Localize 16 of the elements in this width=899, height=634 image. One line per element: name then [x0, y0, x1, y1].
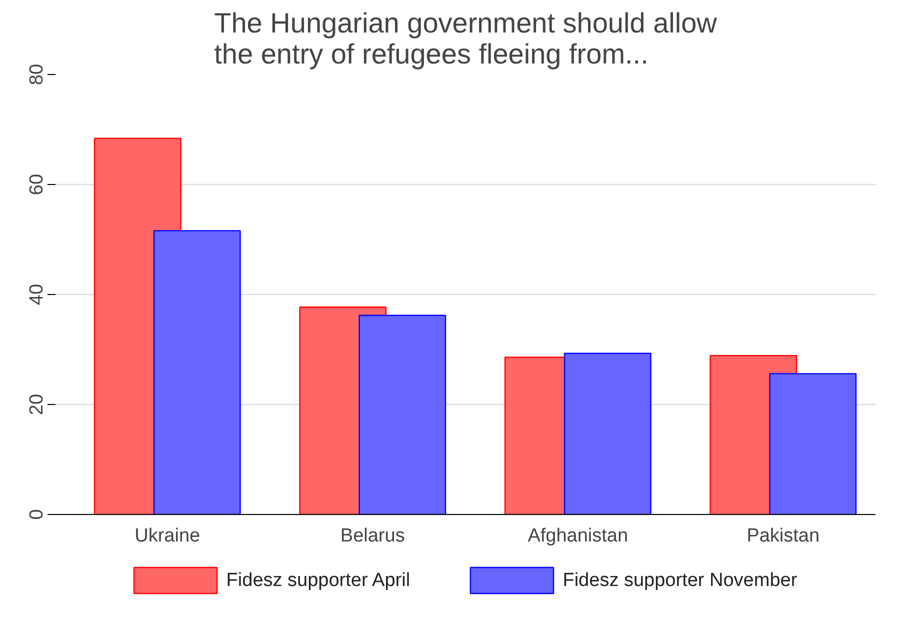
bar	[358, 314, 446, 514]
legend-label: Fidesz supporter November	[562, 570, 798, 591]
bar	[564, 352, 652, 514]
y-tick-label: 20	[26, 394, 48, 416]
legend-label: Fidesz supporter April	[226, 570, 410, 591]
y-tick-label: 0	[26, 509, 48, 520]
x-tick-label: Afghanistan	[528, 526, 628, 546]
y-tick-label: 80	[26, 64, 48, 86]
chart-title: The Hungarian government should allow the entry of refugees fleeing from...	[214, 8, 718, 70]
bar	[153, 230, 241, 514]
x-tick-label: Belarus	[340, 526, 405, 546]
y-tick-label: 40	[26, 284, 48, 306]
x-tick-label: Pakistan	[746, 526, 820, 546]
y-tick-label: 60	[26, 174, 48, 196]
bar	[769, 373, 857, 514]
x-tick-label: Ukraine	[134, 526, 200, 546]
